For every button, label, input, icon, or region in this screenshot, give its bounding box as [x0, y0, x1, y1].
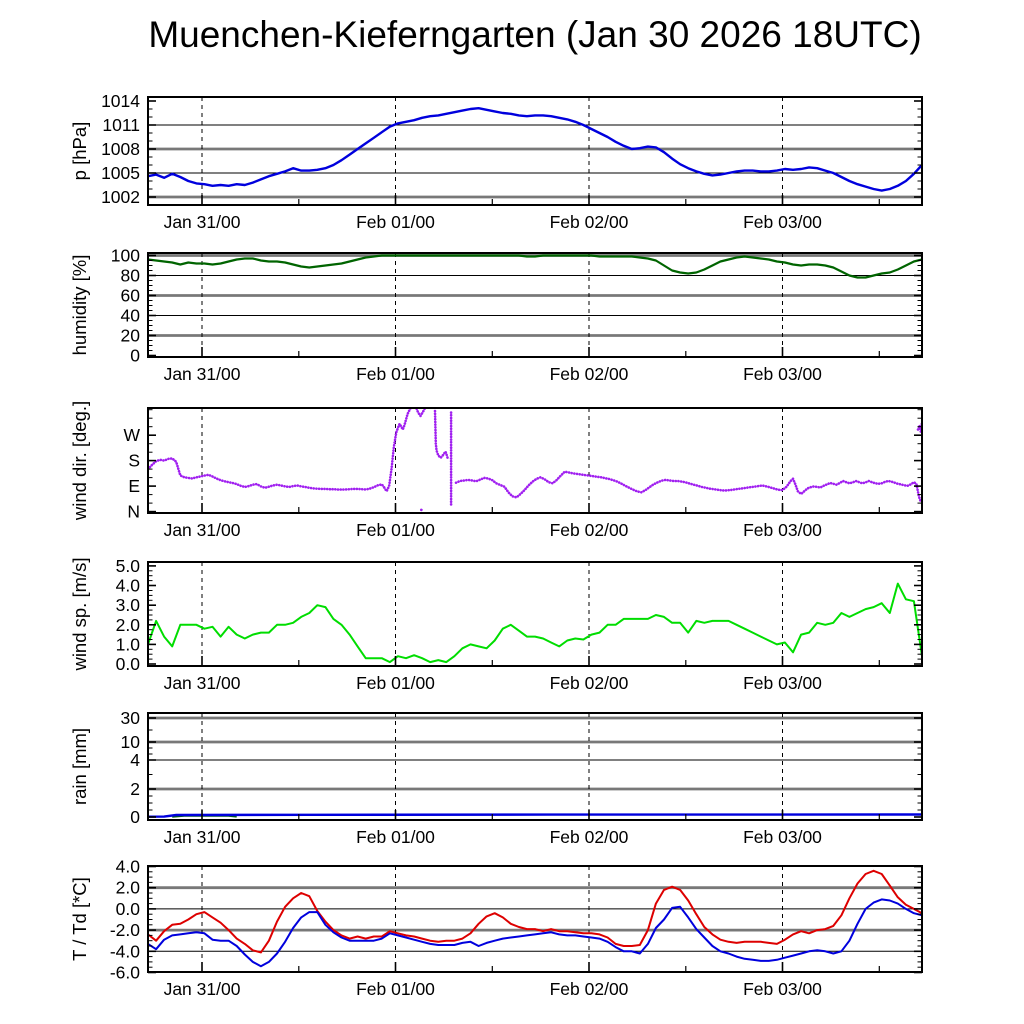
temperature-ytick-label: -2.0 [110, 920, 140, 940]
x-tick-label: Feb 01/00 [356, 364, 435, 384]
humidity-frame [147, 252, 923, 358]
wind-direction-line [148, 408, 413, 493]
x-tick-label: Feb 02/00 [550, 520, 629, 540]
humidity-ytick-label: 100 [111, 246, 140, 266]
rain-frame [147, 712, 923, 821]
wind-direction-series-group [148, 408, 922, 513]
wind-direction-line [433, 409, 450, 461]
pressure-ytick-label: 1011 [102, 115, 140, 135]
x-tick-label: Feb 02/00 [550, 827, 629, 847]
wind-direction-line [454, 470, 922, 503]
x-tick-label: Jan 31/00 [164, 673, 241, 693]
x-tick-label: Feb 02/00 [550, 212, 629, 232]
temperature-ytick-label: 0.0 [116, 899, 141, 919]
pressure-series-group [148, 106, 922, 192]
wind-speed-ytick-label: 5.0 [116, 556, 141, 576]
x-tick-label: Jan 31/00 [164, 827, 241, 847]
pressure-ytick-label: 1005 [101, 163, 140, 183]
humidity-line [148, 254, 922, 279]
rain-axis-label: rain [mm] [69, 728, 90, 805]
rain-series-group [148, 813, 922, 818]
humidity-ytick-label: 0 [130, 346, 140, 366]
chart-title: Muenchen-Kieferngarten (Jan 30 2026 18UT… [148, 14, 922, 55]
panel-wind-speed: 0.01.02.03.04.05.0 Jan 31/00 Feb 01/00 Feb … [69, 556, 923, 693]
x-tick-label: Feb 03/00 [743, 364, 822, 384]
x-tick-label: Jan 31/00 [164, 364, 241, 384]
panel-temperature: -6.0-4.0-2.00.02.04.0 Jan 31/00 Feb 01/00 F… [69, 857, 923, 999]
x-tick-label: Feb 02/00 [550, 364, 629, 384]
humidity-series-group [148, 254, 922, 279]
pressure-axis-label: p [hPa] [69, 122, 90, 181]
x-tick-label: Feb 01/00 [356, 979, 435, 999]
x-tick-label: Feb 03/00 [743, 827, 822, 847]
pressure-ytick-label: 1008 [101, 139, 140, 159]
dewpoint-line [148, 898, 922, 968]
temperature-series-group [148, 869, 922, 968]
x-tick-label: Feb 02/00 [550, 979, 629, 999]
wind-speed-ytick-label: 1.0 [116, 634, 141, 654]
wind-speed-ytick-label: 2.0 [116, 615, 141, 635]
x-tick-label: Feb 01/00 [356, 212, 435, 232]
wind-speed-ytick-label: 4.0 [116, 576, 141, 596]
pressure-frame [147, 96, 923, 206]
x-tick-label: Feb 01/00 [356, 673, 435, 693]
wind-direction-line [419, 508, 425, 513]
temperature-ytick-label: 2.0 [116, 878, 141, 898]
wind-direction-ytick-label: W [123, 425, 140, 445]
x-tick-label: Feb 01/00 [356, 827, 435, 847]
wind-direction-ytick-label: N [127, 502, 140, 522]
rain-line [148, 813, 922, 818]
temperature-axis-label: T / Td [*C] [69, 877, 90, 961]
pressure-line [148, 106, 922, 192]
x-tick-label: Feb 03/00 [743, 673, 822, 693]
wind-speed-line [148, 582, 922, 664]
humidity-axis-label: humidity [%] [69, 255, 90, 356]
wind-direction-ytick-label: S [128, 451, 140, 471]
wind-speed-axis-label: wind sp. [m/s] [69, 557, 90, 671]
panel-pressure: 1002 1005 1008 1011 1014 Jan 31/00 Feb 01/00 Fe… [69, 91, 923, 232]
humidity-ytick-label: 20 [121, 326, 141, 346]
x-tick-label: Feb 03/00 [743, 979, 822, 999]
humidity-ytick-label: 60 [121, 286, 141, 306]
x-tick-label: Feb 02/00 [550, 673, 629, 693]
wind-speed-ytick-label: 0.0 [116, 654, 141, 674]
panel-rain: 0 2 410 30 Jan 31/00 Feb 01/00 Feb 02/00 Feb 03… [69, 708, 923, 847]
temperature-frame [147, 865, 923, 973]
pressure-ytick-label: 1002 [101, 187, 140, 207]
temperature-ytick-label: 4.0 [116, 857, 141, 877]
rain-ytick-label: 2 [130, 779, 140, 799]
x-tick-label: Feb 01/00 [356, 520, 435, 540]
wind-direction-frame [147, 407, 923, 514]
x-tick-label: Jan 31/00 [164, 520, 241, 540]
wind-speed-ytick-label: 3.0 [116, 595, 141, 615]
x-tick-label: Feb 03/00 [743, 212, 822, 232]
humidity-ytick-label: 40 [121, 306, 141, 326]
x-tick-label: Jan 31/00 [164, 979, 241, 999]
wind-direction-ytick-label: E [128, 476, 140, 496]
rain-ytick-label: 10 [121, 732, 141, 752]
wind-direction-axis-label: wind dir. [deg.] [69, 401, 90, 521]
temperature-line [148, 869, 922, 954]
humidity-ytick-label: 80 [121, 266, 141, 286]
x-tick-label: Jan 31/00 [164, 212, 241, 232]
wind-speed-frame [147, 561, 923, 667]
temperature-ytick-label: -6.0 [110, 963, 140, 983]
wind-speed-series-group [148, 582, 922, 664]
rain-ytick-label: 4 [130, 750, 140, 770]
x-tick-label: Feb 03/00 [743, 520, 822, 540]
rain-ytick-label: 0 [130, 807, 140, 827]
rain-ytick-label: 30 [121, 708, 141, 728]
temperature-ytick-label: -4.0 [110, 941, 140, 961]
wind-direction-line [414, 408, 427, 418]
pressure-ytick-label: 1014 [101, 91, 140, 111]
